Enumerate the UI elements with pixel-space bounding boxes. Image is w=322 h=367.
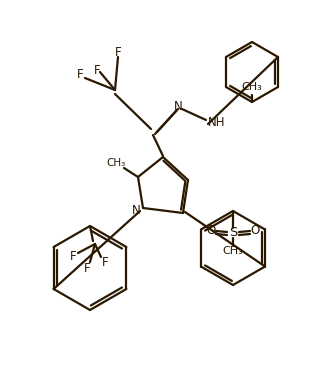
Text: F: F <box>115 46 121 58</box>
Text: CH₃: CH₃ <box>223 246 243 256</box>
Text: F: F <box>77 69 83 81</box>
Text: NH: NH <box>208 116 225 128</box>
Text: O: O <box>206 225 216 237</box>
Text: F: F <box>84 262 90 276</box>
Text: F: F <box>70 250 76 262</box>
Text: F: F <box>102 255 108 269</box>
Text: CH₃: CH₃ <box>242 82 262 92</box>
Text: CH₃: CH₃ <box>106 158 126 168</box>
Text: N: N <box>132 203 140 217</box>
Text: O: O <box>251 225 260 237</box>
Text: N: N <box>174 101 182 113</box>
Text: S: S <box>229 226 237 240</box>
Text: F: F <box>94 63 100 76</box>
